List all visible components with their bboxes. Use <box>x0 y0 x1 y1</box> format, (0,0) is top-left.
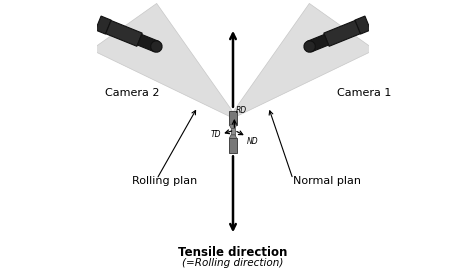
Bar <box>324 21 360 46</box>
Bar <box>308 35 329 52</box>
Polygon shape <box>91 3 236 116</box>
Circle shape <box>304 41 315 52</box>
FancyBboxPatch shape <box>229 138 237 153</box>
Polygon shape <box>229 125 237 128</box>
Text: Camera 2: Camera 2 <box>105 88 159 98</box>
Text: TD: TD <box>210 130 221 139</box>
Text: Rolling plan: Rolling plan <box>132 176 198 185</box>
Text: Tensile direction: Tensile direction <box>178 246 288 259</box>
FancyBboxPatch shape <box>231 128 235 135</box>
Circle shape <box>151 41 162 52</box>
Bar <box>137 35 158 52</box>
Text: Camera 1: Camera 1 <box>336 88 391 98</box>
FancyBboxPatch shape <box>229 110 237 125</box>
Text: Normal plan: Normal plan <box>293 176 361 185</box>
Bar <box>355 16 370 34</box>
Polygon shape <box>230 3 375 116</box>
Polygon shape <box>229 135 237 138</box>
Text: ND: ND <box>247 137 259 146</box>
Text: RD: RD <box>235 106 247 115</box>
Text: (=Rolling direction): (=Rolling direction) <box>182 258 284 268</box>
Bar <box>106 21 142 46</box>
Bar <box>96 16 111 34</box>
